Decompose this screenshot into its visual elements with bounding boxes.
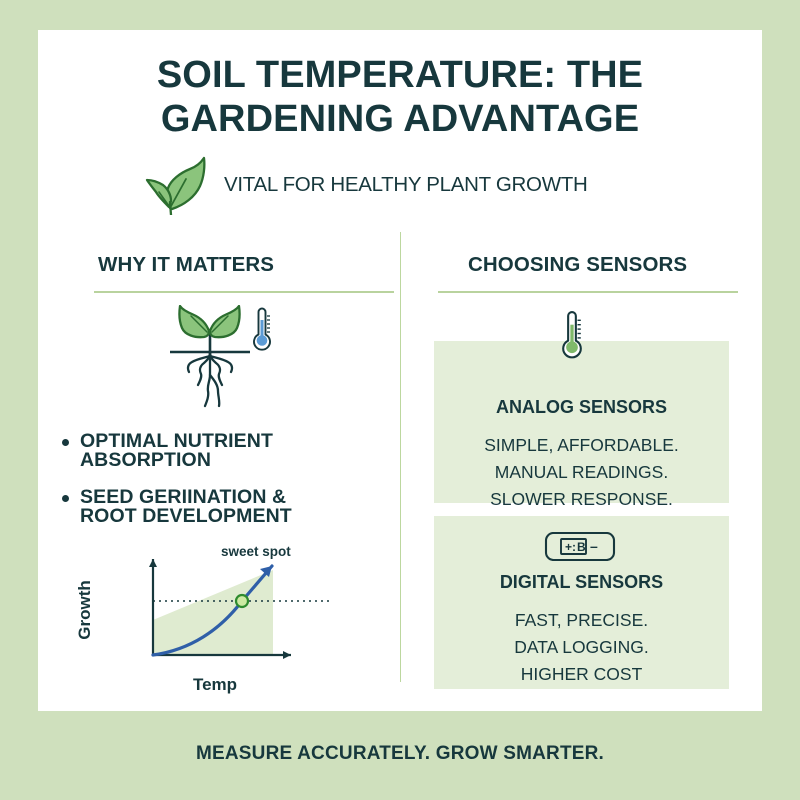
svg-text:B: B	[577, 540, 586, 554]
svg-text:+: +	[565, 540, 572, 554]
svg-text:Growth: Growth	[75, 580, 94, 640]
svg-text::: :	[572, 540, 576, 554]
svg-text:–: –	[590, 538, 598, 554]
svg-text:sweet spot: sweet spot	[221, 545, 291, 559]
svg-text:Temp: Temp	[193, 675, 237, 694]
